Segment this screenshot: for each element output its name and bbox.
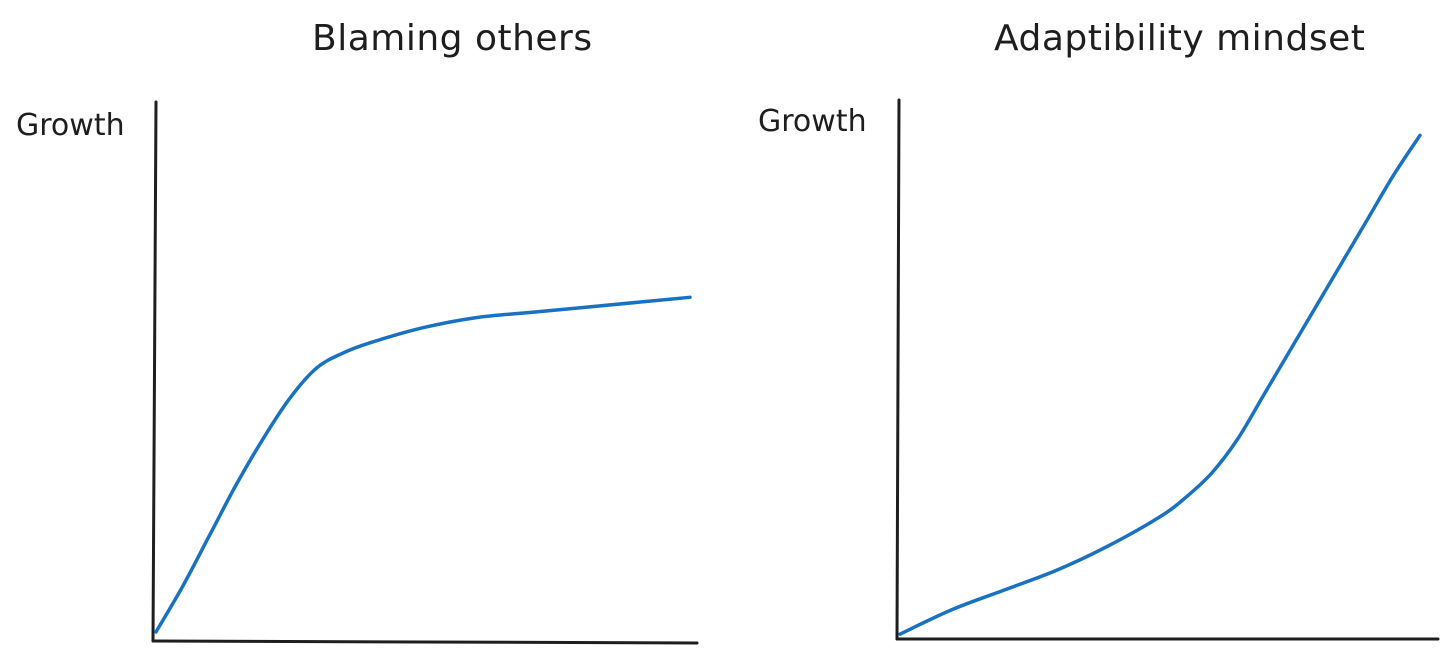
chart-blaming-others: Blaming others Growth <box>16 18 699 645</box>
growth-line <box>898 133 1422 636</box>
chart-title: Blaming others <box>312 18 593 59</box>
y-axis <box>151 100 158 643</box>
chart-adaptibility-mindset: Adaptibility mindset Growth <box>740 0 1456 661</box>
chart-title: Adaptibility mindset <box>994 18 1366 59</box>
y-axis-label: Growth <box>16 108 125 143</box>
y-axis-label: Growth <box>758 104 867 139</box>
plot-area <box>895 98 1440 641</box>
growth-line <box>154 295 692 634</box>
y-axis <box>895 98 901 641</box>
x-axis <box>151 639 699 645</box>
plot-area <box>151 100 699 645</box>
